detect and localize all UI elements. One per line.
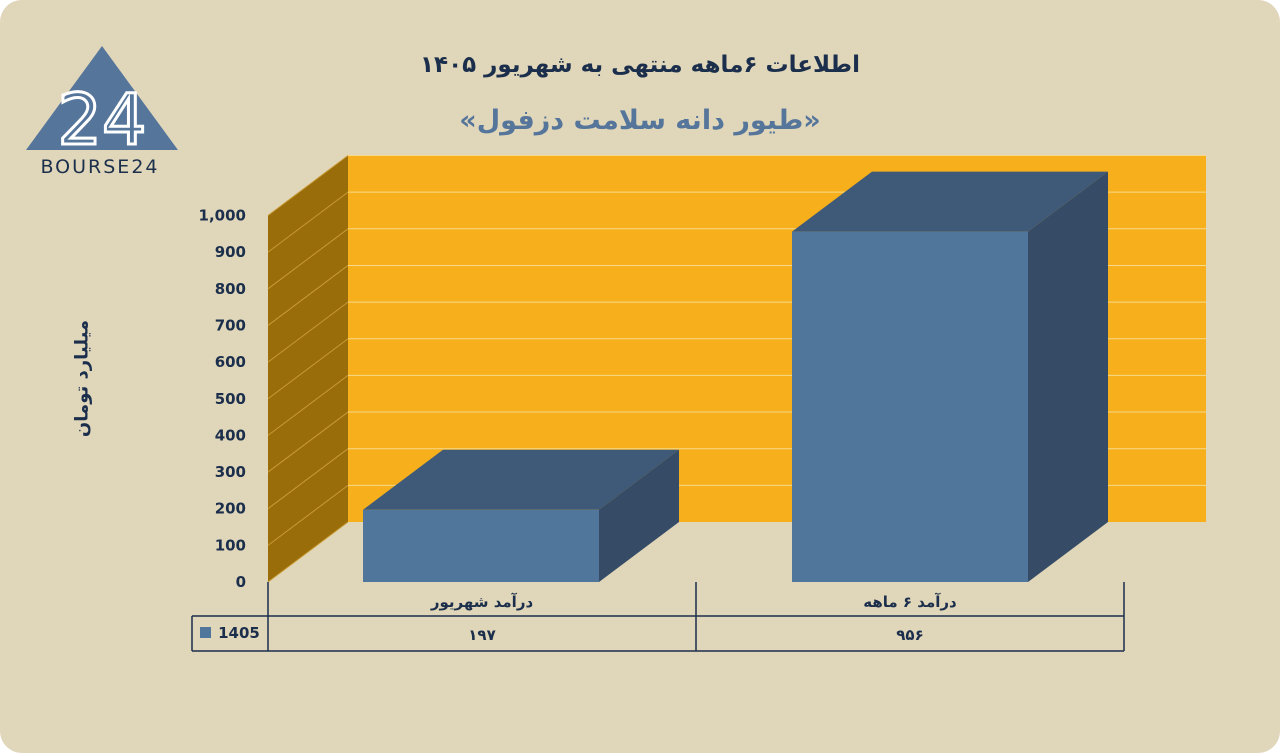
gridline-side (267, 374, 349, 436)
bar-side (1028, 171, 1108, 582)
y-tick-label: 700 (215, 316, 246, 334)
legend-label: 1405 (218, 624, 260, 642)
gridline-side (267, 448, 349, 510)
y-tick-label: 800 (215, 280, 246, 298)
category-label: درآمد ۶ ماهه (863, 593, 957, 611)
logo-text: BOURSE24 (40, 156, 160, 178)
chart-title: اطلاعات ۶ماهه منتهی به شهریور ۱۴۰۵ (420, 52, 860, 78)
y-tick-label: 900 (215, 243, 246, 261)
gridline-side (267, 191, 349, 253)
y-tick-label: 500 (215, 390, 246, 408)
y-tick-label: 0 (236, 573, 246, 591)
gridline-side (267, 228, 349, 290)
gridline-side (267, 301, 349, 363)
data-label: ۱۹۷ (468, 626, 495, 644)
bar (363, 509, 599, 582)
bar-top (363, 449, 679, 510)
chart-subtitle: «طیور دانه سلامت دزفول» (459, 105, 821, 136)
gridline-side (267, 411, 349, 473)
gridline-side (267, 265, 349, 326)
y-tick-label: 200 (215, 500, 246, 518)
gridline-side (267, 155, 349, 216)
y-tick-label: 1,000 (199, 207, 246, 225)
legend-swatch (200, 627, 211, 638)
y-tick-label: 300 (215, 463, 246, 481)
category-label: درآمد شهریور (430, 593, 534, 611)
gridline-side (267, 484, 349, 546)
gridline-side (267, 338, 349, 400)
y-tick-label: 400 (215, 426, 246, 444)
bar-top (792, 171, 1108, 232)
data-label: ۹۵۶ (896, 626, 923, 644)
bourse24-logo: 24 (26, 46, 178, 163)
y-tick-label: 600 (215, 353, 246, 371)
bar-side (599, 449, 679, 582)
bar (792, 231, 1028, 582)
gridline-side (267, 521, 349, 583)
y-tick-label: 100 (215, 536, 246, 554)
logo-mark: 24 (57, 79, 146, 161)
